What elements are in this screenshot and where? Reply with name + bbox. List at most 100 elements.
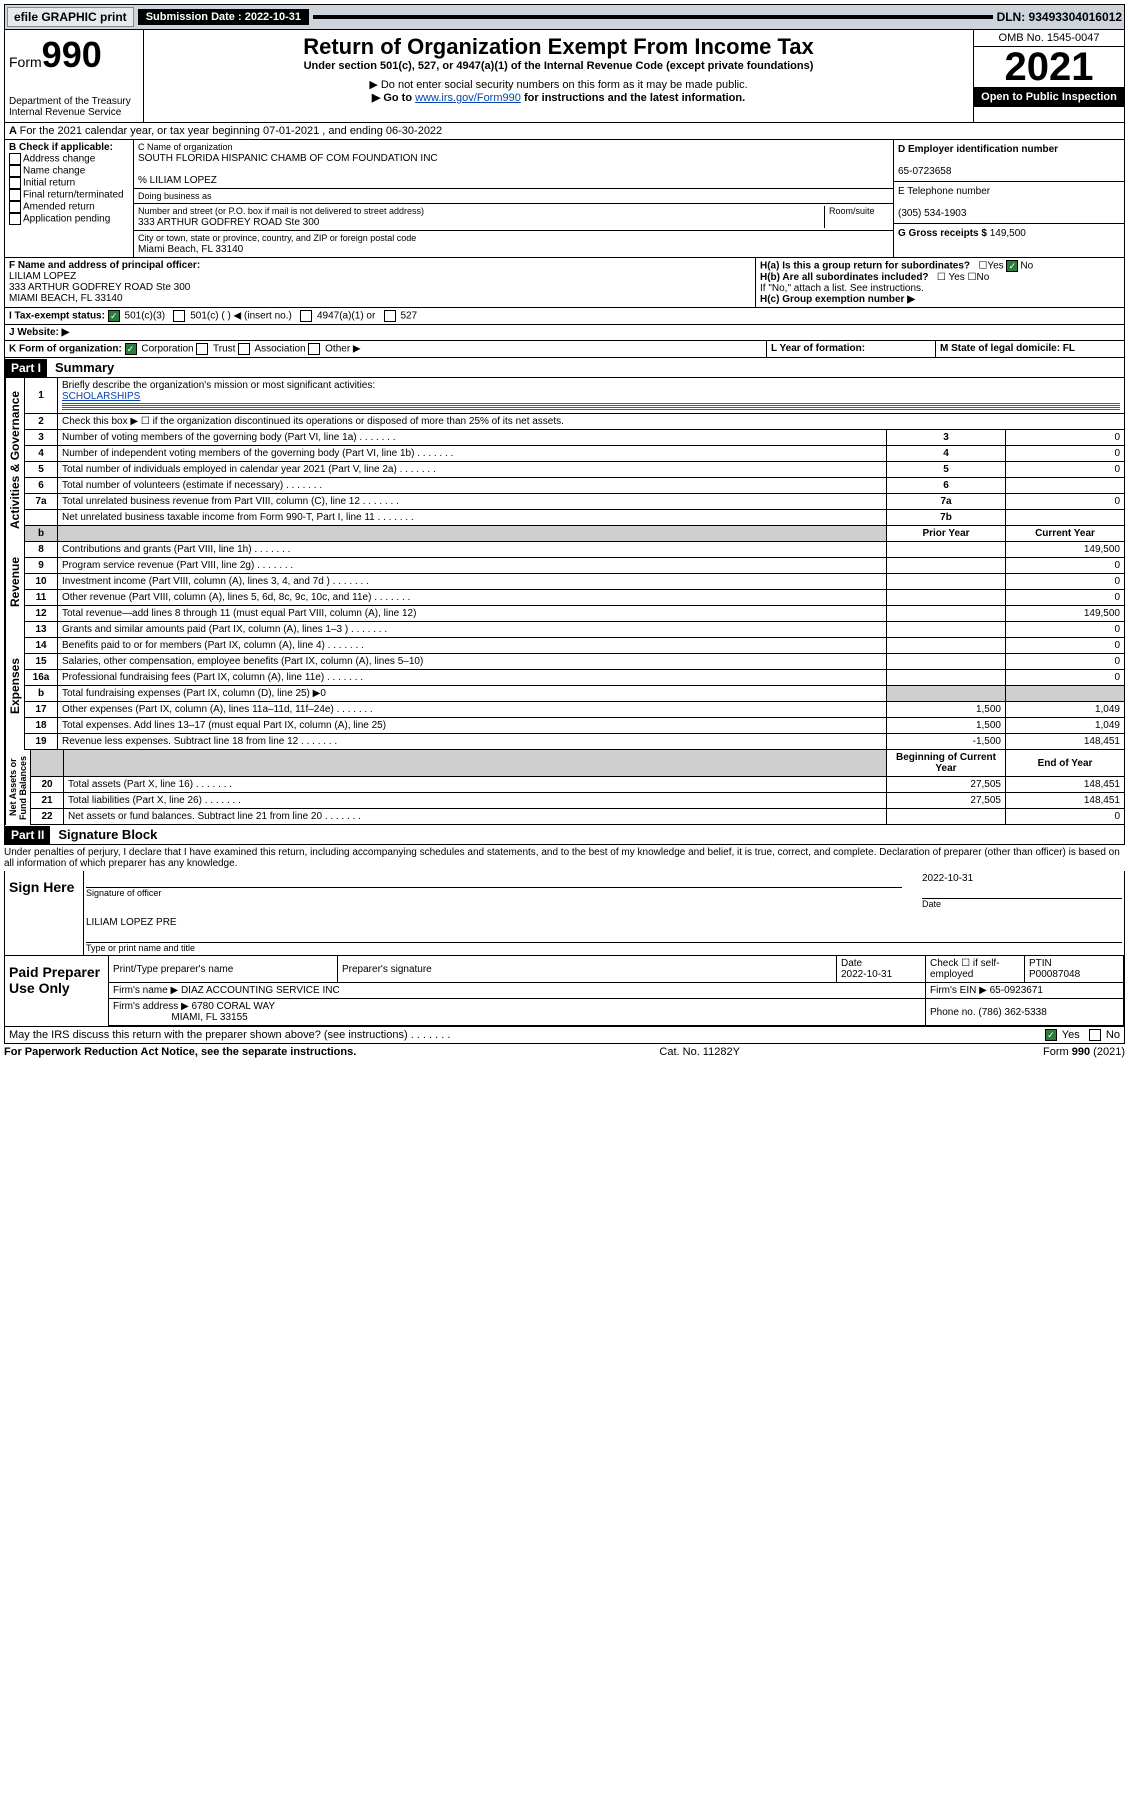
- box-i-row: I Tax-exempt status: 501(c)(3) 501(c) ( …: [4, 308, 1125, 325]
- box-b: B Check if applicable: Address change Na…: [5, 140, 134, 257]
- note-2: ▶ Go to www.irs.gov/Form990 for instruct…: [148, 91, 969, 104]
- addr-label: Number and street (or P.O. box if mail i…: [138, 206, 424, 216]
- h-note: If "No," attach a list. See instructions…: [760, 283, 1120, 294]
- form-prefix: Form: [9, 54, 42, 70]
- org-name: SOUTH FLORIDA HISPANIC CHAMB OF COM FOUN…: [138, 153, 438, 164]
- irs-link[interactable]: www.irs.gov/Form990: [415, 92, 521, 104]
- col-current: Current Year: [1006, 526, 1125, 542]
- col-prior: Prior Year: [887, 526, 1006, 542]
- exp-row: 15Salaries, other compensation, employee…: [25, 654, 1125, 670]
- ha-no-checkbox[interactable]: [1006, 260, 1018, 272]
- part-ii-header: Part II Signature Block: [4, 825, 1125, 845]
- gross-receipts: 149,500: [990, 228, 1026, 239]
- preparer-table: Print/Type preparer's name Preparer's si…: [108, 956, 1124, 1026]
- addr-change-checkbox[interactable]: [9, 153, 21, 165]
- care-of: % LILIAM LOPEZ: [138, 175, 217, 186]
- discuss-yes-checkbox[interactable]: [1045, 1029, 1057, 1041]
- exp-row: 13Grants and similar amounts paid (Part …: [25, 622, 1125, 638]
- note2-prefix: ▶ Go to: [372, 92, 415, 104]
- gov-row: Net unrelated business taxable income fr…: [25, 510, 1125, 526]
- 527-checkbox[interactable]: [384, 310, 396, 322]
- box-c: C Name of organization SOUTH FLORIDA HIS…: [134, 140, 894, 257]
- amended-checkbox[interactable]: [9, 201, 21, 213]
- page-footer: For Paperwork Reduction Act Notice, see …: [4, 1044, 1125, 1058]
- 4947-checkbox[interactable]: [300, 310, 312, 322]
- rev-row: 8Contributions and grants (Part VIII, li…: [25, 542, 1125, 558]
- firm-phone: (786) 362-5338: [978, 1007, 1046, 1018]
- line-a-text: For the 2021 calendar year, or tax year …: [20, 125, 443, 137]
- box-j: J Website: ▶: [5, 325, 1124, 340]
- gov-row: 6Total number of volunteers (estimate if…: [25, 478, 1125, 494]
- discuss-text: May the IRS discuss this return with the…: [9, 1029, 450, 1041]
- gov-row: 3Number of voting members of the governi…: [25, 430, 1125, 446]
- corp-checkbox[interactable]: [125, 343, 137, 355]
- gov-row: 4Number of independent voting members of…: [25, 446, 1125, 462]
- sign-block: Sign Here Signature of officer 2022-10-3…: [4, 871, 1125, 956]
- ein-value: 65-0723658: [898, 166, 951, 177]
- col-end: End of Year: [1006, 750, 1125, 777]
- 501c-checkbox[interactable]: [173, 310, 185, 322]
- top-bar: efile GRAPHIC print Submission Date : 20…: [4, 4, 1125, 30]
- tax-year: 2021: [974, 47, 1124, 87]
- part-ii-title: Signature Block: [50, 825, 165, 844]
- final-return-checkbox[interactable]: [9, 189, 21, 201]
- box-i-label: I Tax-exempt status:: [9, 311, 105, 322]
- 501c3-checkbox[interactable]: [108, 310, 120, 322]
- box-k: K Form of organization: Corporation Trus…: [5, 341, 767, 357]
- box-h: H(a) Is this a group return for subordin…: [756, 258, 1124, 307]
- summary-expenses: Expenses 13Grants and similar amounts pa…: [4, 622, 1125, 750]
- spacer-bar: [313, 15, 993, 19]
- gov-row: 7aTotal unrelated business revenue from …: [25, 494, 1125, 510]
- firm-ein-label: Firm's EIN ▶: [930, 985, 987, 996]
- firm-name: DIAZ ACCOUNTING SERVICE INC: [181, 985, 340, 996]
- initial-return-label: Initial return: [23, 178, 75, 189]
- trust-checkbox[interactable]: [196, 343, 208, 355]
- summary-revenue: Revenue 8Contributions and grants (Part …: [4, 542, 1125, 622]
- efile-button[interactable]: efile GRAPHIC print: [7, 7, 134, 27]
- box-j-row: J Website: ▶: [4, 325, 1125, 341]
- box-e-label: E Telephone number: [898, 186, 990, 197]
- part-ii-label: Part II: [5, 826, 50, 844]
- penalty-text: Under penalties of perjury, I declare th…: [4, 845, 1125, 871]
- box-j-label: J Website: ▶: [9, 327, 69, 338]
- signer-name: LILIAM LOPEZ PRE: [86, 917, 177, 928]
- expenses-table: 13Grants and similar amounts paid (Part …: [24, 622, 1125, 750]
- gov-row-text: Number of voting members of the governin…: [58, 430, 887, 446]
- box-g-label: G Gross receipts $: [898, 228, 990, 239]
- 4947-label: 4947(a)(1) or: [317, 311, 375, 322]
- rev-row: 12Total revenue—add lines 8 through 11 (…: [25, 606, 1125, 622]
- net-row: 22Net assets or fund balances. Subtract …: [31, 809, 1125, 825]
- open-public-badge: Open to Public Inspection: [974, 87, 1124, 107]
- note2-suffix: for instructions and the latest informat…: [524, 92, 745, 104]
- other-checkbox[interactable]: [308, 343, 320, 355]
- vert-governance: Activities & Governance: [5, 378, 24, 542]
- form-number: 990: [42, 34, 102, 75]
- sig-officer-label: Signature of officer: [86, 887, 902, 898]
- final-return-label: Final return/terminated: [23, 190, 124, 201]
- name-change-checkbox[interactable]: [9, 165, 21, 177]
- header-left: Form990 Department of the Treasury Inter…: [5, 30, 144, 122]
- prep-date-label: Date: [841, 958, 862, 969]
- rev-row: 10Investment income (Part VIII, column (…: [25, 574, 1125, 590]
- sign-date-label: Date: [922, 898, 1122, 909]
- prep-col1: Print/Type preparer's name: [109, 956, 338, 983]
- firm-phone-label: Phone no.: [930, 1007, 976, 1018]
- box-m: M State of legal domicile: FL: [936, 341, 1124, 357]
- initial-return-checkbox[interactable]: [9, 177, 21, 189]
- sign-content: Signature of officer 2022-10-31 Date LIL…: [83, 871, 1124, 955]
- box-fh-row: F Name and address of principal officer:…: [4, 258, 1125, 308]
- prep-selfemp: Check ☐ if self-employed: [926, 956, 1025, 983]
- firm-addr1: 6780 CORAL WAY: [192, 1001, 276, 1012]
- addr-change-label: Address change: [23, 154, 95, 165]
- box-l-label: L Year of formation:: [771, 343, 865, 354]
- assoc-checkbox[interactable]: [238, 343, 250, 355]
- q1-answer: SCHOLARSHIPS: [62, 391, 140, 402]
- summary-netassets: Net Assets orFund Balances Beginning of …: [4, 750, 1125, 825]
- vert-revenue: Revenue: [5, 542, 24, 622]
- box-klm-row: K Form of organization: Corporation Trus…: [4, 341, 1125, 358]
- summary-governance: Activities & Governance 1 Briefly descri…: [4, 378, 1125, 542]
- discuss-no-checkbox[interactable]: [1089, 1029, 1101, 1041]
- app-pending-checkbox[interactable]: [9, 213, 21, 225]
- box-f-label: F Name and address of principal officer:: [9, 260, 200, 271]
- form-title: Return of Organization Exempt From Incom…: [148, 34, 969, 60]
